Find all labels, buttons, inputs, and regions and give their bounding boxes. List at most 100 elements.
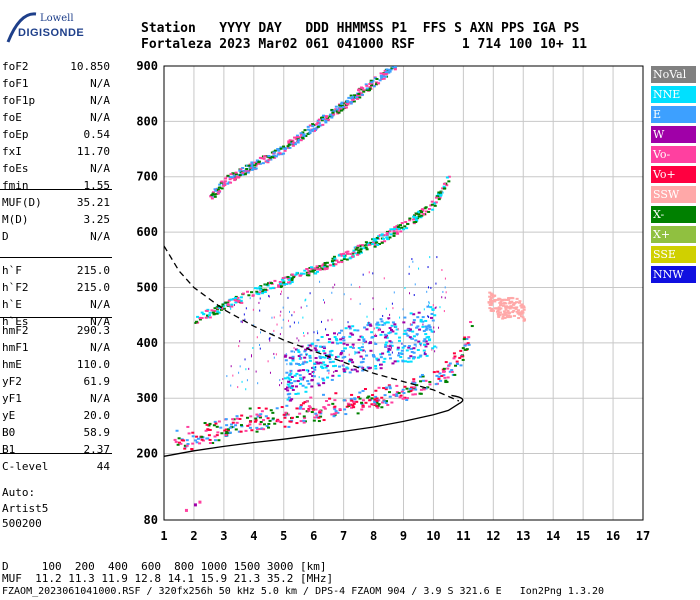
echo-point <box>218 186 222 189</box>
echo-point <box>273 356 275 359</box>
echo-point <box>379 363 383 366</box>
echo-point <box>302 419 306 422</box>
echo-point <box>360 93 364 96</box>
echo-point <box>226 375 228 378</box>
echo-point <box>308 131 312 134</box>
echo-point <box>412 380 416 383</box>
echo-point <box>218 306 222 309</box>
echo-point <box>504 302 508 305</box>
echo-point <box>179 442 183 445</box>
echo-point <box>317 420 321 423</box>
echo-point <box>357 351 361 354</box>
echo-point <box>442 367 446 370</box>
echo-point <box>519 315 523 318</box>
echo-point <box>374 365 378 368</box>
echo-point <box>399 316 401 319</box>
echo-point <box>297 355 301 358</box>
echo-point <box>291 388 295 391</box>
echo-point <box>342 336 346 339</box>
echo-point <box>352 368 354 371</box>
echo-point <box>488 307 492 310</box>
echo-point <box>418 392 422 395</box>
echo-point <box>434 350 436 353</box>
echo-point <box>439 306 441 309</box>
echo-point <box>323 261 327 264</box>
echo-point <box>416 316 420 319</box>
logo-digisonde: DIGISONDE <box>18 27 85 39</box>
echo-point <box>256 336 258 339</box>
echo-point <box>277 420 281 423</box>
echo-point <box>304 390 308 393</box>
echo-point <box>404 332 408 335</box>
echo-point <box>231 421 235 424</box>
echo-point <box>300 306 302 309</box>
echo-point <box>290 273 294 276</box>
echo-point <box>385 336 389 339</box>
echo-point <box>262 288 266 291</box>
echo-point <box>314 123 318 126</box>
echo-point <box>250 355 252 358</box>
echo-point <box>384 388 388 391</box>
echo-point <box>416 349 420 352</box>
echo-point <box>406 328 410 331</box>
echo-point <box>293 350 295 353</box>
echo-point <box>266 417 270 420</box>
echo-point <box>325 265 329 268</box>
echo-point <box>395 393 399 396</box>
echo-point <box>307 409 311 412</box>
echo-point <box>287 377 291 380</box>
param-row: yF2 61.9 <box>2 375 110 392</box>
echo-point <box>302 361 306 364</box>
echo-point <box>427 304 429 307</box>
param-name: foEs <box>2 162 29 175</box>
echo-point <box>418 267 420 270</box>
echo-point <box>346 103 350 106</box>
echo-point <box>434 201 438 204</box>
echo-point <box>384 71 388 74</box>
echo-point <box>264 415 268 418</box>
echo-point <box>276 418 280 421</box>
echo-point <box>506 309 510 312</box>
echo-point <box>455 360 459 363</box>
echo-point <box>512 309 516 312</box>
echo-point <box>327 319 329 322</box>
echo-point <box>304 299 306 302</box>
echo-point <box>388 345 392 348</box>
echo-point <box>409 312 413 315</box>
echo-point <box>243 313 245 316</box>
echo-point <box>295 134 299 137</box>
echo-point <box>216 431 220 434</box>
echo-point <box>407 345 411 348</box>
echo-point <box>405 349 409 352</box>
x-tick-label: 16 <box>606 529 620 543</box>
echo-point <box>299 132 303 135</box>
echo-point <box>318 265 322 268</box>
echo-point <box>401 388 405 391</box>
echo-point <box>413 393 417 396</box>
echo-point <box>353 329 357 332</box>
echo-point <box>391 351 393 354</box>
echo-point <box>330 349 334 352</box>
echo-point <box>298 321 300 324</box>
auto-version: 500200 <box>2 517 42 530</box>
echo-point <box>347 325 351 328</box>
echo-point <box>315 265 319 268</box>
echo-point <box>254 417 258 420</box>
echo-point <box>393 360 397 363</box>
legend-item: X+ <box>651 226 696 243</box>
echo-point <box>459 364 463 367</box>
echo-point <box>285 371 289 374</box>
echo-point <box>520 306 524 309</box>
echo-point <box>297 350 301 353</box>
param-name: foEp <box>2 128 29 141</box>
echo-point <box>338 104 342 107</box>
echo-point <box>322 406 326 409</box>
echo-point <box>340 101 344 104</box>
echo-point <box>359 251 363 254</box>
echo-point <box>293 346 295 349</box>
echo-point <box>419 210 423 213</box>
echo-point <box>241 171 245 174</box>
echo-point <box>261 162 265 165</box>
echo-point <box>439 193 443 196</box>
echo-point <box>423 353 427 356</box>
